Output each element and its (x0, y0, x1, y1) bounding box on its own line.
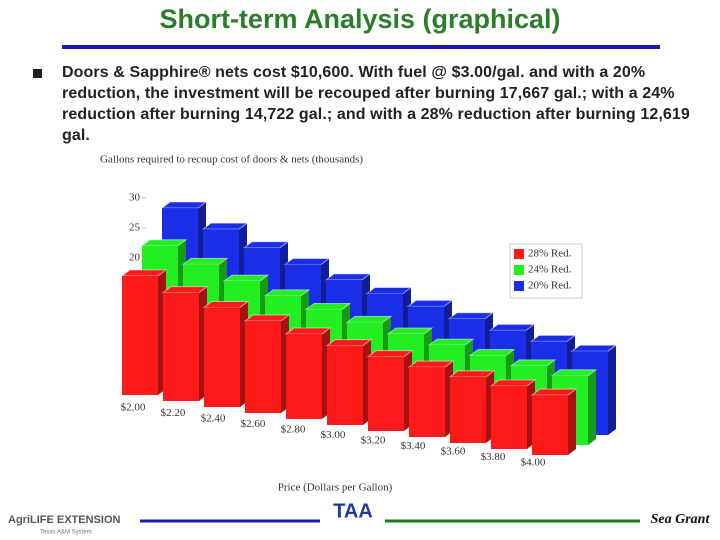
bullet-text: Doors & Sapphire® nets cost $10,600. Wit… (62, 64, 690, 144)
bar-top (263, 289, 311, 297)
bar (368, 356, 404, 431)
bar-top (447, 312, 495, 320)
bar-top (140, 239, 188, 247)
x-tick-label: $3.40 (401, 440, 426, 452)
x-tick-label: $2.80 (281, 424, 306, 436)
bar-top (202, 300, 250, 308)
bar-top (304, 302, 352, 310)
x-tick-label: $3.20 (361, 435, 386, 447)
bar-top (345, 315, 393, 323)
bar-top (488, 323, 536, 331)
bar-top (365, 286, 413, 294)
x-tick-label: $3.80 (481, 451, 506, 463)
bullet-mark (33, 69, 42, 78)
bar-top (120, 269, 168, 277)
x-tick-label: $2.60 (241, 418, 266, 430)
x-tick-label: $4.00 (521, 457, 546, 469)
bar (163, 292, 199, 401)
bar-top (448, 370, 496, 378)
legend-swatch (514, 249, 524, 259)
bar (532, 395, 568, 455)
bar-top (160, 201, 208, 209)
center-logo: TAA (333, 500, 373, 522)
y-axis-title: Gallons required to recoup cost of doors… (100, 154, 363, 166)
bar-top (325, 339, 373, 347)
bar-top (550, 369, 598, 377)
bar (450, 376, 486, 443)
legend-swatch (514, 281, 524, 291)
bar-top (427, 338, 475, 346)
legend-label: 20% Red. (528, 280, 572, 292)
x-axis-title: Price (Dollars per Gallon) (278, 482, 393, 494)
bar-top (242, 241, 290, 249)
bar-top (386, 327, 434, 335)
bar-top (407, 360, 455, 368)
bar (491, 386, 527, 449)
slide-title: Short-term Analysis (graphical) (159, 4, 561, 34)
bar-top (468, 349, 516, 357)
bar-top (284, 327, 332, 335)
legend-label: 24% Red. (528, 264, 572, 276)
x-tick-label: $3.00 (321, 429, 346, 441)
bar-top (243, 314, 291, 322)
left-logo: AgriLIFE EXTENSION (8, 514, 121, 526)
bar (122, 275, 158, 395)
bar (245, 321, 281, 413)
bar-top (201, 222, 249, 230)
x-tick-label: $2.00 (121, 402, 146, 414)
right-logo: Sea Grant (651, 512, 711, 527)
y-tick-label: 20 (129, 252, 141, 264)
x-tick-label: $2.20 (161, 407, 186, 419)
bar-top (530, 388, 578, 396)
bar-top (324, 273, 372, 281)
bar-side (568, 389, 576, 455)
bar (409, 367, 445, 437)
bar-side (608, 345, 616, 435)
left-logo-sub: Texas A&M System (40, 530, 92, 536)
bar-top (509, 359, 557, 367)
bar-top (161, 286, 209, 294)
bar-top (529, 334, 577, 342)
y-tick-label: 30 (129, 192, 141, 204)
bar (204, 307, 240, 407)
legend-swatch (514, 265, 524, 275)
x-tick-label: $2.40 (201, 413, 226, 425)
legend-label: 28% Red. (528, 248, 572, 260)
bar-top (406, 299, 454, 307)
bar-top (283, 257, 331, 265)
bar-top (181, 257, 229, 265)
bar-top (570, 344, 618, 352)
bar-top (222, 274, 270, 282)
bar (286, 333, 322, 419)
y-tick-label: 25 (129, 222, 141, 234)
bar (327, 345, 363, 425)
bar-top (489, 379, 537, 387)
bar-side (588, 369, 596, 445)
bar-top (366, 350, 414, 358)
x-tick-label: $3.60 (441, 446, 466, 458)
title-rule (62, 45, 660, 49)
